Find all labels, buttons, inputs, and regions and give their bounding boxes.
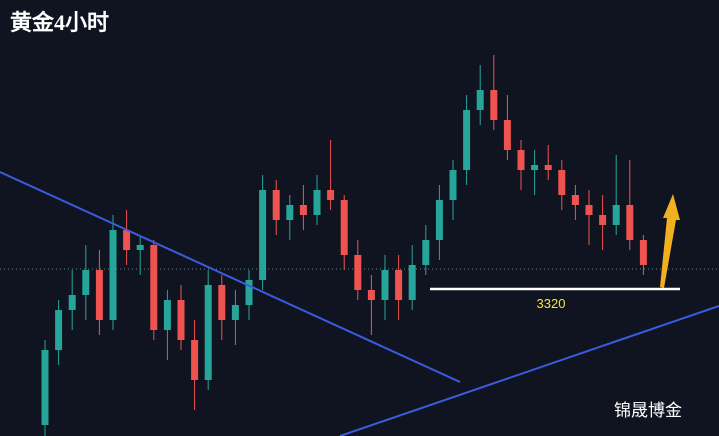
candle-body <box>395 270 403 300</box>
candle-body <box>354 255 362 290</box>
candle-body <box>95 270 103 320</box>
candle-body <box>639 240 647 265</box>
candle-body <box>435 200 443 240</box>
candle-body <box>463 110 471 170</box>
candle-body <box>626 205 634 240</box>
candle-body <box>422 240 430 265</box>
candle-body <box>123 230 131 250</box>
arrow <box>660 194 680 288</box>
candle-body <box>585 205 593 215</box>
candle-body <box>449 170 457 200</box>
candle-body <box>313 190 321 215</box>
candle-body <box>231 305 239 320</box>
candle-body <box>327 190 335 200</box>
trend-line <box>339 305 719 436</box>
candle-body <box>259 190 267 280</box>
candle-body <box>272 190 280 220</box>
candle-body <box>408 265 416 300</box>
candle-body <box>136 245 144 250</box>
trend-line <box>0 171 461 383</box>
watermark: 锦晟博金 <box>614 401 682 421</box>
candle-body <box>558 170 566 195</box>
candle-body <box>340 200 348 255</box>
candle-body <box>218 285 226 320</box>
support-label: 3320 <box>537 296 566 311</box>
candle-body <box>503 120 511 150</box>
candle-body <box>109 230 117 320</box>
candle-body <box>55 310 63 350</box>
candle-body <box>367 290 375 300</box>
candle-body <box>41 350 49 425</box>
candle-body <box>612 205 620 225</box>
candle-body <box>82 270 90 295</box>
candle-body <box>191 340 199 380</box>
candle-body <box>286 205 294 220</box>
candle-body <box>177 300 185 340</box>
candle-body <box>381 270 389 300</box>
candle-body <box>299 205 307 215</box>
candle-body <box>571 195 579 205</box>
candle-body <box>245 280 253 305</box>
candle-body <box>544 165 552 170</box>
candle-body <box>599 215 607 225</box>
candle-body <box>163 300 171 330</box>
candle-body <box>490 90 498 120</box>
chart-title: 黄金4小时 <box>10 10 109 35</box>
candle-body <box>531 165 539 170</box>
candle-body <box>476 90 484 110</box>
candle-body <box>204 285 212 380</box>
candle-body <box>68 295 76 310</box>
candle-body <box>517 150 525 170</box>
candle-body <box>150 245 158 330</box>
